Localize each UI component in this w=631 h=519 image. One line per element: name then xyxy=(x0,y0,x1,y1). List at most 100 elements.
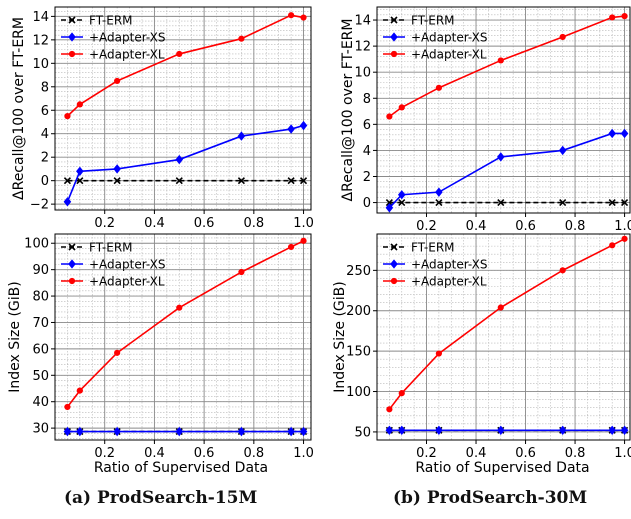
series-2 xyxy=(64,12,307,120)
x-tick-label: 1.0 xyxy=(614,446,631,461)
y-tick-label: 4 xyxy=(363,144,371,159)
marker-diamond xyxy=(287,124,295,134)
marker-diamond xyxy=(175,154,184,165)
marker-diamond xyxy=(558,425,567,435)
y-tick-label: 2 xyxy=(41,151,49,166)
series-2 xyxy=(64,237,307,411)
marker-diamond xyxy=(497,425,505,435)
marker-diamond xyxy=(237,131,246,141)
marker-x xyxy=(63,177,71,185)
series-1 xyxy=(385,425,629,435)
series-1 xyxy=(63,120,308,207)
marker-circle xyxy=(398,104,405,111)
marker-circle xyxy=(238,268,245,276)
y-tick-label: 10 xyxy=(32,57,49,72)
marker-diamond xyxy=(620,128,629,139)
y-tick-label: 150 xyxy=(346,345,371,360)
marker-x xyxy=(68,16,76,24)
y-tick-label: 100 xyxy=(346,385,371,400)
caption-a: (a) ProdSearch-15M xyxy=(64,488,258,508)
marker-circle xyxy=(238,35,245,42)
series-group xyxy=(63,237,308,437)
marker-x xyxy=(299,177,308,185)
series-group xyxy=(63,12,308,207)
marker-x xyxy=(390,243,398,251)
marker-circle xyxy=(559,33,566,41)
marker-x xyxy=(608,199,616,207)
marker-circle xyxy=(300,14,307,21)
marker-circle xyxy=(64,403,71,411)
marker-circle xyxy=(390,50,398,58)
marker-circle xyxy=(621,13,628,20)
marker-diamond xyxy=(385,425,394,435)
marker-circle xyxy=(435,350,442,357)
marker-circle xyxy=(390,277,398,285)
marker-diamond xyxy=(558,145,567,156)
marker-circle xyxy=(76,101,83,108)
marker-circle xyxy=(398,390,405,397)
y-tick-label: 2 xyxy=(363,170,371,185)
marker-circle xyxy=(497,57,504,64)
legend: FT-ERM +Adapter-XS +Adapter-XL xyxy=(383,14,487,62)
marker-diamond xyxy=(113,164,121,174)
x-tick-label: 0.8 xyxy=(565,219,586,234)
marker-x xyxy=(621,199,629,207)
series-2 xyxy=(386,235,628,413)
plot-frame xyxy=(54,233,312,441)
marker-diamond xyxy=(237,426,246,437)
marker-circle xyxy=(559,267,566,274)
plot-frame xyxy=(376,6,631,214)
chart-a-top: 0.2 0.4 0.6 0.8 1.0 −2 0 2 4 6 8 10 12 14 ΔRecall@100 … xyxy=(11,6,314,231)
legend-label: +Adapter-XL xyxy=(89,48,165,62)
y-tick-label: 12 xyxy=(354,40,371,55)
y-tick-label: 250 xyxy=(346,264,371,279)
marker-diamond xyxy=(608,425,616,435)
x-tick-label: 1.0 xyxy=(293,446,314,461)
legend-label: +Adapter-XL xyxy=(411,48,487,62)
marker-x xyxy=(559,199,567,207)
marker-circle xyxy=(176,304,183,311)
marker-circle xyxy=(76,387,83,394)
marker-circle xyxy=(609,242,616,249)
y-tick-label: 8 xyxy=(41,80,49,95)
legend-label: +Adapter-XL xyxy=(89,275,165,289)
marker-x xyxy=(398,199,406,207)
marker-diamond xyxy=(390,259,398,269)
legend-label: FT-ERM xyxy=(411,14,455,28)
grid xyxy=(55,7,311,210)
legend: FT-ERM +Adapter-XS +Adapter-XL xyxy=(383,241,487,289)
series-1 xyxy=(385,128,629,213)
x-tick-label: 0.6 xyxy=(194,446,215,461)
series-line xyxy=(388,132,625,209)
y-axis-label: ΔRecall@100 over FT-ERM xyxy=(11,17,27,200)
x-tick-label: 0.2 xyxy=(94,446,115,461)
marker-circle xyxy=(114,77,121,85)
x-tick-label: 0.6 xyxy=(515,219,536,234)
legend-label: FT-ERM xyxy=(89,241,133,255)
x-tick-label: 1.0 xyxy=(293,216,314,231)
y-tick-label: 0 xyxy=(363,196,371,211)
y-tick-label: 90 xyxy=(32,263,49,278)
x-tick-label: 0.2 xyxy=(416,219,437,234)
x-tick-label: 1.0 xyxy=(614,219,631,234)
y-tick-label: 6 xyxy=(41,104,49,119)
marker-x xyxy=(76,177,84,185)
y-tick-label: 14 xyxy=(32,10,49,25)
marker-diamond xyxy=(397,190,406,200)
legend-label: +Adapter-XS xyxy=(411,31,487,45)
y-tick-label: 100 xyxy=(24,237,49,252)
marker-diamond xyxy=(435,425,443,435)
y-tick-label: 10 xyxy=(354,66,371,81)
marker-diamond xyxy=(68,32,76,42)
series-group xyxy=(385,13,629,213)
y-axis-label: Index Size (GiB) xyxy=(7,281,23,392)
x-tick-label: 0.4 xyxy=(144,216,165,231)
marker-x xyxy=(237,177,245,185)
x-tick-label: 0.2 xyxy=(94,216,115,231)
marker-circle xyxy=(435,84,442,91)
y-tick-label: 0 xyxy=(41,174,49,189)
y-tick-label: 70 xyxy=(32,316,49,331)
plot-frame xyxy=(54,6,312,211)
